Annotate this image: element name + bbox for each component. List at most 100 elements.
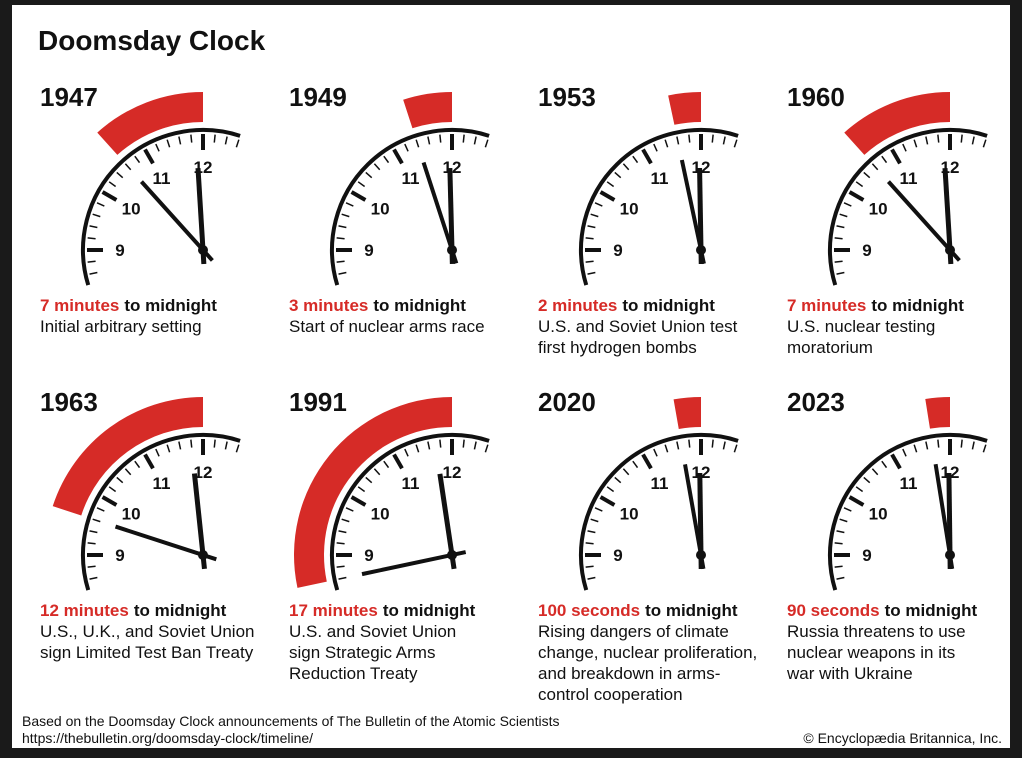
dial-tick: [350, 190, 367, 202]
dial-tick: [925, 441, 929, 450]
source-line: Based on the Doomsday Clock announcement…: [22, 713, 559, 729]
dial-tick: [439, 439, 442, 448]
dial-tick: [848, 190, 865, 202]
dial-label: 10: [371, 505, 390, 524]
dial-label: 11: [402, 474, 420, 493]
dial-tick: [688, 134, 691, 143]
clock-face: [828, 128, 988, 286]
clock-face: [330, 433, 490, 591]
dial-tick: [836, 271, 845, 275]
suffix: to midnight: [383, 601, 476, 620]
time-band: [673, 397, 701, 429]
dial-label: 12: [941, 463, 960, 482]
dial-tick: [836, 576, 845, 580]
dial-tick: [213, 134, 216, 143]
clock-panel: 2020 9 10 11 12 100 seconds to midnight Rising …: [538, 387, 757, 704]
dial-tick: [733, 139, 738, 148]
dial-tick: [855, 486, 864, 493]
dial-tick: [881, 155, 888, 164]
dial-tick: [89, 225, 98, 229]
dial-tick: [587, 271, 596, 275]
dial-tick: [653, 448, 658, 457]
clock-panel: 2023 9 10 11 12 90 seconds to midnight Russia t…: [786, 387, 988, 683]
dial-tick: [614, 476, 622, 484]
dial-label: 9: [364, 241, 373, 260]
dial-tick: [92, 213, 101, 218]
dial-tick: [87, 260, 96, 263]
dial-tick: [178, 441, 182, 450]
dial-label: 11: [651, 169, 669, 188]
dial-tick: [982, 444, 987, 453]
dial-tick: [622, 468, 630, 476]
time-band: [925, 397, 950, 429]
dial-tick: [178, 136, 182, 145]
amount: 7 minutes: [40, 296, 119, 315]
time-band: [97, 92, 203, 155]
dial-tick: [427, 136, 431, 145]
suffix: to midnight: [134, 601, 227, 620]
year: 2023: [787, 387, 845, 417]
suffix: to midnight: [885, 601, 978, 620]
dial-tick: [834, 237, 843, 240]
dial-tick: [587, 576, 596, 580]
dial-tick: [373, 468, 381, 476]
year: 1953: [538, 82, 596, 112]
title: Doomsday Clock: [38, 25, 266, 56]
headline: 7 minutes to midnight: [40, 296, 217, 315]
dial-tick: [632, 460, 639, 469]
dial-tick: [913, 444, 918, 453]
dial-tick: [585, 542, 594, 545]
dial-label: 9: [862, 546, 871, 565]
description: U.S., U.K., and Soviet Union: [40, 622, 255, 641]
dial-tick: [124, 468, 132, 476]
dial-tick: [336, 260, 345, 263]
dial-tick: [341, 213, 350, 218]
dial-tick: [89, 576, 98, 580]
dial-tick: [587, 530, 596, 534]
dial-tick: [101, 190, 118, 202]
headline: 2 minutes to midnight: [538, 296, 715, 315]
dial-tick: [622, 163, 630, 171]
dial-label: 11: [900, 169, 918, 188]
suffix: to midnight: [622, 296, 715, 315]
dial-tick: [134, 155, 141, 164]
dial-tick: [937, 134, 940, 143]
dial-tick: [116, 476, 124, 484]
dial-tick: [338, 530, 347, 534]
dial-tick: [925, 136, 929, 145]
description: Initial arbitrary setting: [40, 317, 202, 336]
clock-panel: 1991 9 10 11 12 17 minutes to midnight U.S. and…: [289, 387, 490, 683]
dial-label: 9: [613, 241, 622, 260]
amount: 90 seconds: [787, 601, 880, 620]
dial-tick: [190, 134, 193, 143]
headline: 90 seconds to midnight: [787, 601, 977, 620]
time-band: [52, 397, 204, 516]
dial-label: 9: [115, 546, 124, 565]
dial-tick: [855, 181, 864, 188]
clock-panel: 1949 9 10 11 12 3 minutes to midnight Start of …: [289, 82, 490, 336]
description: U.S. nuclear testing: [787, 317, 935, 336]
headline: 17 minutes to midnight: [289, 601, 476, 620]
description: Rising dangers of climate: [538, 622, 729, 641]
dial-tick: [590, 213, 599, 218]
dial-tick: [439, 134, 442, 143]
year: 1960: [787, 82, 845, 112]
suffix: to midnight: [373, 296, 466, 315]
dial-tick: [338, 576, 347, 580]
suffix: to midnight: [124, 296, 217, 315]
dial-tick: [839, 518, 848, 523]
dial-label: 10: [371, 200, 390, 219]
dial-tick: [982, 139, 987, 148]
hub: [198, 245, 208, 255]
dial-tick: [96, 202, 105, 207]
year: 1991: [289, 387, 347, 417]
canvas: [12, 5, 1010, 748]
hub: [696, 550, 706, 560]
dial-tick: [632, 155, 639, 164]
dial-tick: [890, 453, 902, 470]
dial-tick: [599, 495, 616, 507]
headline: 7 minutes to midnight: [787, 296, 964, 315]
dial-tick: [357, 486, 366, 493]
dial-tick: [590, 518, 599, 523]
dial-tick: [462, 439, 465, 448]
